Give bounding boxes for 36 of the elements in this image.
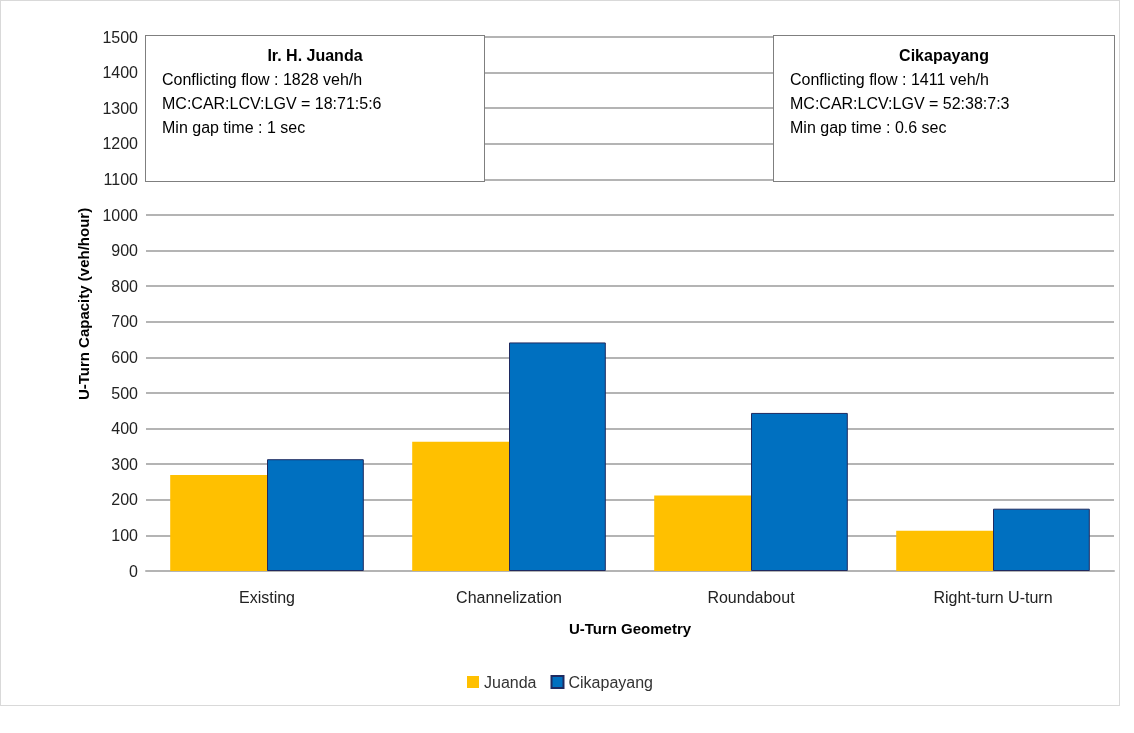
text-box: Ir. H. Juanda Conflicting flow : 1828 veh/h MC:CAR:LCV:LGV = 18:71:5:6 Min gap time : 1 sec xyxy=(145,35,485,182)
y-tick-label: 1100 xyxy=(103,170,139,188)
y-tick-label: 1500 xyxy=(102,28,139,46)
x-tick-label: Right-turn U-turn xyxy=(933,588,1053,606)
bar xyxy=(654,495,751,571)
legend-label: Juanda xyxy=(484,673,537,691)
x-tick-label: Channelization xyxy=(456,588,562,606)
y-tick-label: 1200 xyxy=(102,135,139,153)
y-tick-label: 700 xyxy=(111,313,139,331)
bar xyxy=(993,508,1090,571)
y-tick-label: 300 xyxy=(111,455,139,473)
y-tick-label: 900 xyxy=(111,242,139,260)
legend-label: Cikapayang xyxy=(568,673,653,691)
text-box: Cikapayang Conflicting flow : 1411 veh/h MC:CAR:LCV:LGV = 52:38:7:3 Min gap time : 0.6 sec xyxy=(773,35,1115,182)
bar xyxy=(896,530,993,571)
bar xyxy=(267,459,364,571)
y-tick-label: 1400 xyxy=(102,64,139,82)
y-tick-label: 100 xyxy=(111,526,139,544)
y-tick-label: 400 xyxy=(111,420,139,438)
x-tick-label: Existing xyxy=(238,588,296,606)
annotation: Cikapayang Conflicting flow : 1411 veh/h MC:CAR:LCV:LGV = 52:38:7:3 Min gap time : 0.6 sec xyxy=(790,46,1011,138)
x-axis-title: U-Turn Geometry xyxy=(568,620,692,637)
y-tick-label: 1300 xyxy=(102,99,139,117)
y-tick-label: 1000 xyxy=(102,206,139,224)
y-tick-label: 600 xyxy=(111,348,139,366)
y-tick-label: 0 xyxy=(129,562,139,580)
y-tick-label: 200 xyxy=(111,491,139,509)
y-tick-label: 800 xyxy=(111,277,139,295)
bar xyxy=(170,474,267,571)
x-tick-label: Roundabout xyxy=(707,588,796,606)
y-tick-label: 500 xyxy=(111,384,139,402)
bar xyxy=(412,441,509,571)
bar xyxy=(509,342,606,571)
y-axis-title: U-Turn Capacity (veh/hour) xyxy=(75,207,92,401)
annotation: Ir. H. Juanda Conflicting flow : 1828 veh/h MC:CAR:LCV:LGV = 18:71:5:6 Min gap time : 1 sec xyxy=(162,46,383,138)
bar xyxy=(751,412,848,571)
